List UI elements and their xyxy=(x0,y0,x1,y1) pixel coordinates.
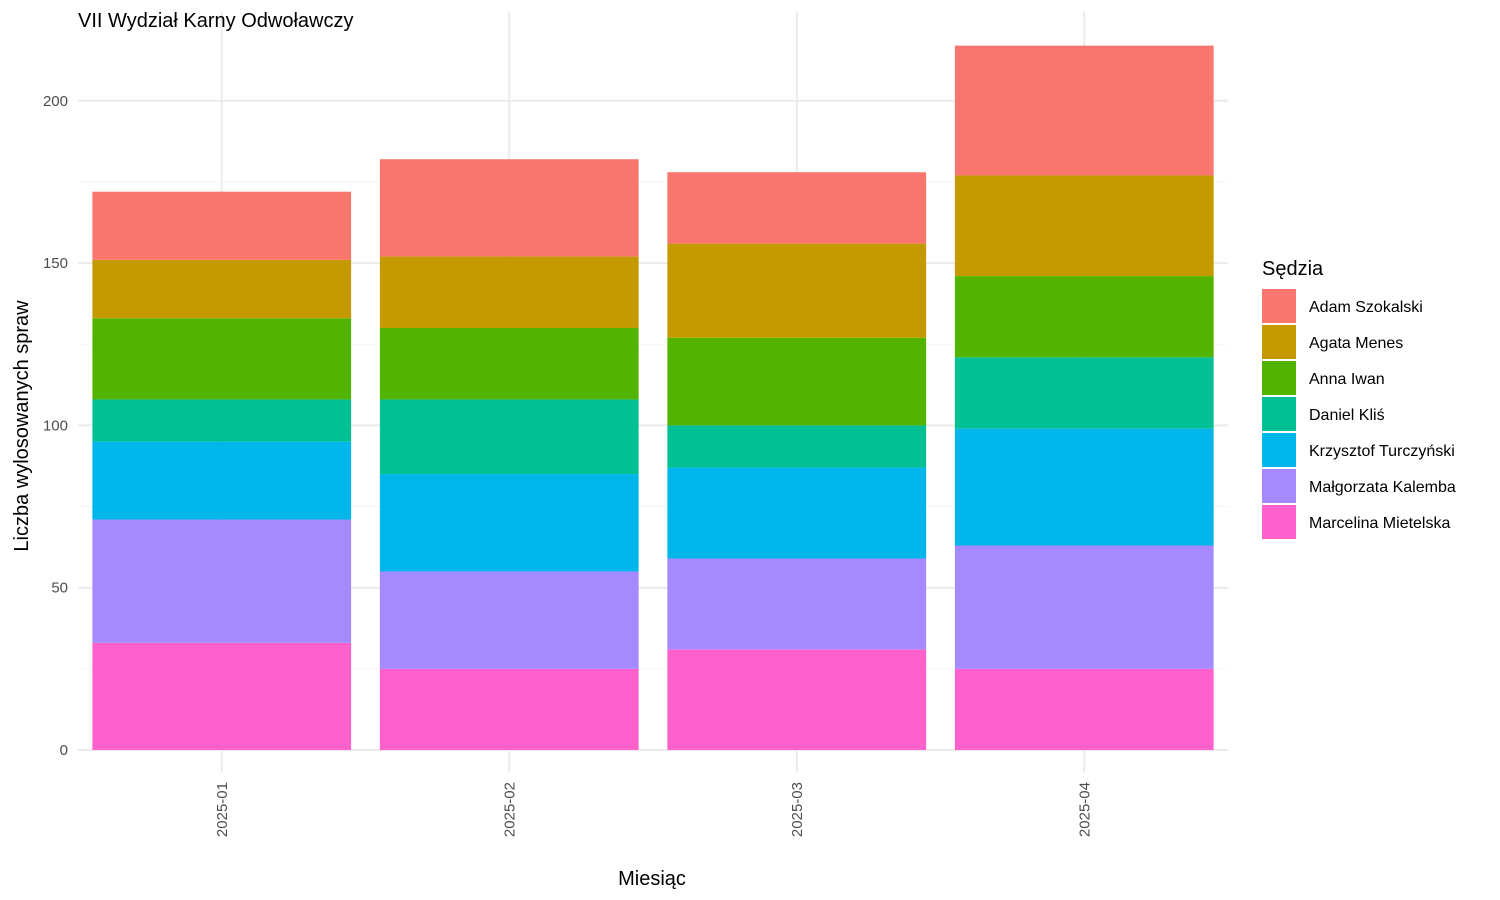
bar-segment: Agata Menes 2025-04: 31 xyxy=(954,175,1214,277)
legend-key xyxy=(1262,325,1296,359)
bar-segment: Marcelina Mietelska 2025-02: 25 xyxy=(379,668,639,750)
axis-layer: 0 50 100 150 200 2025-01 2025-02 2025-03 2025-04 xyxy=(43,93,1093,837)
bar-segment: Marcelina Mietelska 2025-03: 31 xyxy=(667,649,927,750)
bar-segment: Adam Szokalski 2025-01: 21 xyxy=(92,191,352,260)
bar-segment: Krzysztof Turczyński 2025-01: 24 xyxy=(92,441,352,520)
bar-segment: Daniel Kliś 2025-01: 13 xyxy=(92,399,352,442)
bar-segment: Anna Iwan 2025-02: 22 xyxy=(379,328,639,400)
x-axis-title: Miesiąc xyxy=(618,868,686,890)
bar-segment: Małgorzata Kalemba 2025-01: 38 xyxy=(92,519,352,643)
bar-segment: Adam Szokalski 2025-02: 30 xyxy=(379,159,639,257)
legend-label: Marcelina Mietelska xyxy=(1309,515,1450,532)
legend-key xyxy=(1262,433,1296,467)
y-tick-label: 100 xyxy=(43,417,68,434)
x-tick-label: 2025-04 xyxy=(1076,782,1093,837)
bar-segment: Anna Iwan 2025-04: 25 xyxy=(954,276,1214,358)
bar-segment: Krzysztof Turczyński 2025-04: 36 xyxy=(954,428,1214,546)
legend-label: Daniel Kliś xyxy=(1309,407,1385,424)
bar-segment: Daniel Kliś 2025-04: 22 xyxy=(954,357,1214,429)
legend-label: Anna Iwan xyxy=(1309,371,1385,388)
y-tick-label: 0 xyxy=(60,742,68,759)
bar-segment: Adam Szokalski 2025-03: 22 xyxy=(667,172,927,244)
legend-key xyxy=(1262,361,1296,395)
legend-label: Agata Menes xyxy=(1309,335,1403,352)
bar-segment: Małgorzata Kalemba 2025-03: 28 xyxy=(667,558,927,650)
x-tick-label: 2025-01 xyxy=(214,782,231,837)
y-tick-label: 50 xyxy=(51,580,68,597)
x-tick-label: 2025-02 xyxy=(501,782,518,837)
bar-segment: Krzysztof Turczyński 2025-02: 30 xyxy=(379,474,639,572)
bar-segment: Małgorzata Kalemba 2025-02: 30 xyxy=(379,571,639,669)
legend-label: Krzysztof Turczyński xyxy=(1309,443,1455,460)
bars-layer: Marcelina Mietelska 2025-01: 33Małgorzat… xyxy=(92,45,1214,750)
bar-segment: Anna Iwan 2025-01: 25 xyxy=(92,318,352,400)
legend-title: Sędzia xyxy=(1262,258,1324,280)
bar-segment: Anna Iwan 2025-03: 27 xyxy=(667,337,927,426)
bar-segment: Daniel Kliś 2025-03: 13 xyxy=(667,425,927,468)
bar-segment: Daniel Kliś 2025-02: 23 xyxy=(379,399,639,475)
legend-label: Małgorzata Kalemba xyxy=(1309,479,1456,496)
legend-label: Adam Szokalski xyxy=(1309,299,1423,316)
y-tick-label: 200 xyxy=(43,93,68,110)
bar-segment: Małgorzata Kalemba 2025-04: 38 xyxy=(954,545,1214,669)
bar-segment: Agata Menes 2025-03: 29 xyxy=(667,243,927,338)
legend-key xyxy=(1262,289,1296,323)
bar-segment: Agata Menes 2025-01: 18 xyxy=(92,259,352,319)
bar-segment: Adam Szokalski 2025-04: 40 xyxy=(954,45,1214,176)
bar-segment: Krzysztof Turczyński 2025-03: 28 xyxy=(667,467,927,559)
bar-segment: Marcelina Mietelska 2025-01: 33 xyxy=(92,642,352,750)
chart-title: VII Wydział Karny Odwoławczy xyxy=(78,10,353,32)
legend-key xyxy=(1262,505,1296,539)
legend-key xyxy=(1262,397,1296,431)
bar-segment: Agata Menes 2025-02: 22 xyxy=(379,256,639,329)
bar-segment: Marcelina Mietelska 2025-04: 25 xyxy=(954,668,1214,750)
legend: Sędzia Adam Szokalski Agata Menes Anna Iwa… xyxy=(1262,258,1456,539)
y-axis-title: Liczba wylosowanych spraw xyxy=(11,300,33,552)
legend-key xyxy=(1262,469,1296,503)
y-tick-label: 150 xyxy=(43,255,68,272)
legend-items: Adam Szokalski Agata Menes Anna Iwan Daniel… xyxy=(1262,289,1456,539)
x-tick-label: 2025-03 xyxy=(789,782,806,837)
